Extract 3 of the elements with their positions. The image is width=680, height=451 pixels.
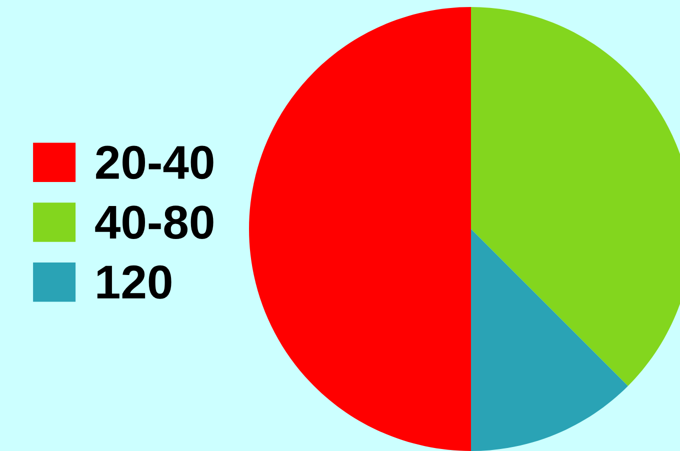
legend-label: 20-40 — [96, 146, 214, 180]
legend-label: 40-80 — [95, 206, 214, 240]
legend-label: 120 — [97, 265, 172, 299]
